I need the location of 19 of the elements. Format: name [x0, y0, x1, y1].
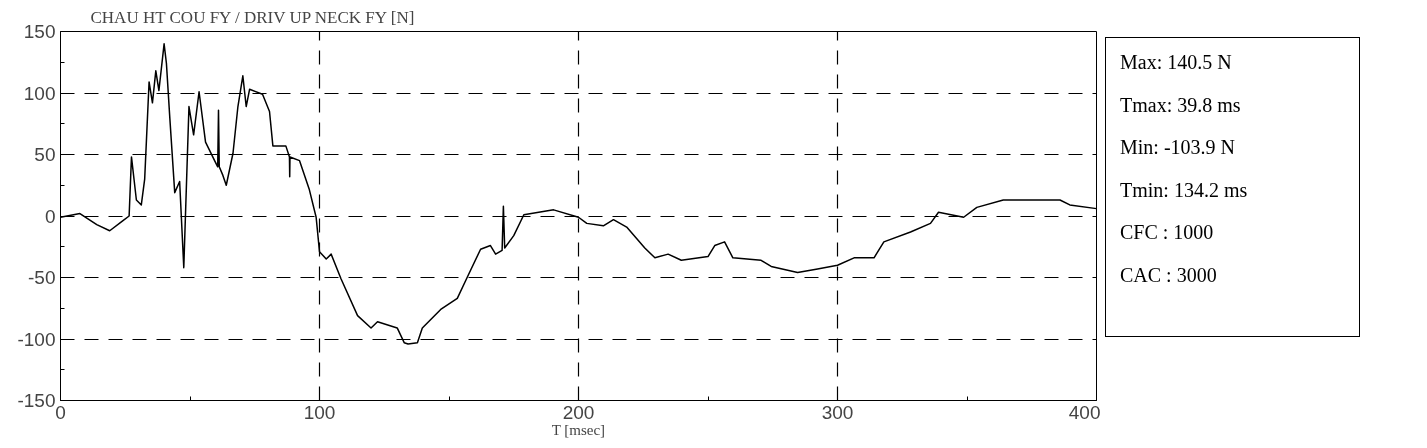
- text: CAC : 3000: [1120, 262, 1218, 288]
- text: Tmin: 134.2 ms: [1120, 177, 1249, 203]
- y-tick-label: 0: [44, 205, 56, 227]
- y-tick-label: 150: [23, 21, 56, 42]
- x-tick-label: 100: [303, 401, 336, 423]
- x-axis-title: T [msec]: [551, 421, 606, 438]
- x-tick-label: 400: [1068, 401, 1101, 423]
- y-tick-label: -50: [28, 267, 56, 288]
- y-tick-label: -100: [17, 328, 56, 350]
- text: Max: 140.5 N: [1120, 50, 1233, 75]
- x-tick-label: 300: [821, 401, 854, 423]
- text: Tmax: 39.8 ms: [1120, 92, 1242, 118]
- x-tick-label: 200: [562, 401, 595, 423]
- chart-title: CHAU HT COU FY / DRIV UP NECK FY [N]: [90, 7, 415, 27]
- y-tick-label: 50: [34, 144, 56, 165]
- text: Min: -103.9 N: [1120, 135, 1236, 161]
- y-tick-label: 100: [23, 82, 56, 104]
- y-tick-label: -150: [17, 390, 56, 411]
- text: CFC : 1000: [1120, 220, 1215, 246]
